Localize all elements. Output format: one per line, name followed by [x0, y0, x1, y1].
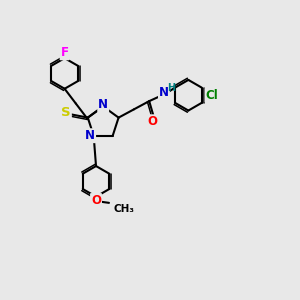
Text: O: O [91, 194, 101, 207]
Text: O: O [147, 115, 157, 128]
Text: N: N [85, 129, 95, 142]
Text: N: N [159, 86, 169, 99]
Text: F: F [61, 46, 69, 59]
Text: S: S [61, 106, 71, 119]
Text: Cl: Cl [206, 89, 218, 102]
Text: CH₃: CH₃ [114, 204, 135, 214]
Text: H: H [167, 83, 175, 94]
Text: N: N [98, 98, 108, 111]
